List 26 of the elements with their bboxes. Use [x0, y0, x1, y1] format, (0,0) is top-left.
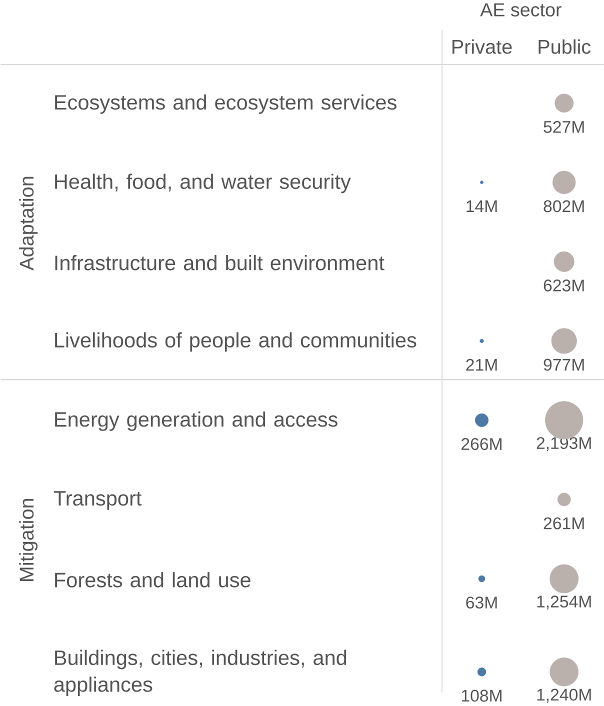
data-label: 527M: [543, 120, 584, 133]
data-label: 14M: [466, 200, 497, 212]
data-label: 266M: [461, 438, 502, 450]
text: Public: [538, 39, 590, 54]
category-label: Forests and land use: [54, 572, 250, 588]
data-label: 802M: [544, 200, 584, 212]
text: Private: [452, 39, 512, 54]
text: Adaptation: [18, 176, 38, 270]
data-label: 21M: [466, 358, 497, 371]
category-label: Buildings, cities, industries, and appliances: [54, 650, 346, 696]
text: AE sector: [480, 3, 562, 16]
data-label: 623M: [544, 280, 584, 292]
category-label: Transport: [54, 491, 142, 510]
text: Mitigation: [18, 498, 38, 581]
data-label: 63M: [466, 596, 497, 609]
category-label: Livelihoods of people and communities: [54, 332, 416, 352]
data-label: 977M: [544, 358, 584, 371]
data-label: 261M: [544, 517, 584, 530]
category-label: Health, food, and water security: [54, 174, 351, 194]
data-label: 1,240M: [537, 688, 591, 703]
category-label: Energy generation and access: [54, 412, 338, 431]
data-label: 108M: [462, 690, 502, 702]
category-label: Infrastructure and built environment: [55, 255, 384, 270]
data-label: 1,254M: [537, 596, 591, 610]
category-label: Ecosystems and ecosystem services: [54, 94, 396, 114]
data-label: 2,193M: [536, 437, 591, 452]
